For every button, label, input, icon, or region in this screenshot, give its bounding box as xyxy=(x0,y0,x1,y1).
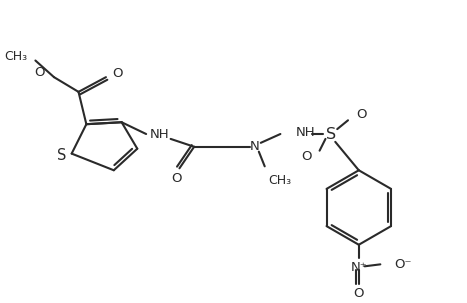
Text: O⁻: O⁻ xyxy=(394,258,411,271)
Text: NH: NH xyxy=(296,125,316,138)
Text: O: O xyxy=(112,67,122,80)
Text: CH₃: CH₃ xyxy=(4,50,28,63)
Text: O: O xyxy=(301,150,312,163)
Text: S: S xyxy=(326,127,336,142)
Text: O: O xyxy=(35,66,45,79)
Text: NH: NH xyxy=(150,128,170,141)
Text: N: N xyxy=(250,140,260,153)
Text: S: S xyxy=(57,148,66,163)
Text: O: O xyxy=(356,108,366,121)
Text: O: O xyxy=(171,171,182,185)
Text: O: O xyxy=(354,287,364,300)
Text: N⁺: N⁺ xyxy=(350,261,367,274)
Text: CH₃: CH₃ xyxy=(269,174,292,187)
